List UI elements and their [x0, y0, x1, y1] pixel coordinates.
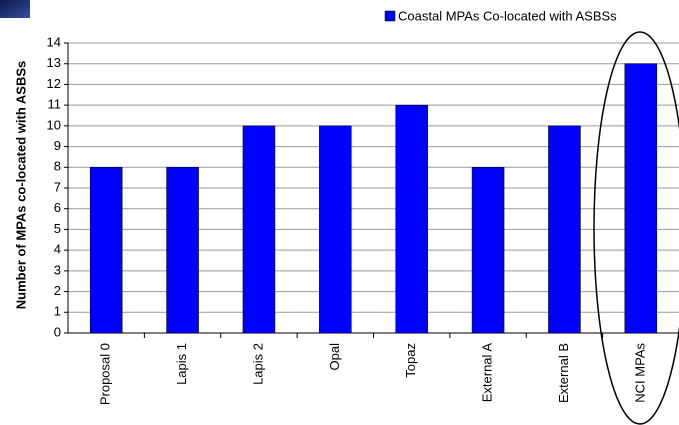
corner-decoration — [0, 0, 30, 18]
x-tick-label: Opal — [327, 343, 342, 371]
y-tick-label: 7 — [54, 179, 61, 194]
y-tick-label: 9 — [54, 138, 61, 153]
y-tick-label: 0 — [54, 324, 61, 339]
x-tick-label: NCI MPAs — [632, 343, 647, 403]
y-tick-label: 5 — [54, 221, 61, 236]
y-tick-label: 1 — [54, 304, 61, 319]
y-tick-label: 3 — [54, 262, 61, 277]
x-tick-label: Lapis 1 — [174, 343, 189, 385]
bar — [548, 125, 581, 334]
y-tick-label: 10 — [47, 117, 61, 132]
y-tick-label: 4 — [54, 242, 61, 257]
highlight-ellipse — [593, 31, 679, 425]
x-tick-label: Topaz — [403, 343, 418, 378]
legend-swatch — [384, 10, 396, 22]
bar — [624, 63, 658, 334]
x-tick-label: External B — [556, 343, 571, 403]
y-tick-label: 12 — [47, 76, 61, 91]
bar — [471, 167, 505, 334]
y-axis-label: Number of MPAs co-located with ASBSs — [13, 61, 28, 309]
y-tick-label: 2 — [54, 283, 61, 298]
x-tick-label: Lapis 2 — [250, 343, 265, 385]
bar — [89, 167, 123, 334]
bar — [395, 104, 428, 334]
x-tick-label: Proposal 0 — [98, 343, 113, 405]
y-tick-label: 8 — [54, 159, 61, 174]
y-tick-label: 13 — [47, 55, 61, 70]
bar — [242, 125, 276, 334]
x-tick-label: External A — [480, 343, 495, 403]
y-tick-label: 6 — [54, 200, 61, 215]
y-tick-label: 14 — [47, 34, 61, 49]
y-tick-label: 11 — [48, 97, 62, 112]
bar — [166, 167, 199, 334]
bar — [319, 125, 352, 334]
legend-label: Coastal MPAs Co-located with ASBSs — [398, 8, 617, 23]
